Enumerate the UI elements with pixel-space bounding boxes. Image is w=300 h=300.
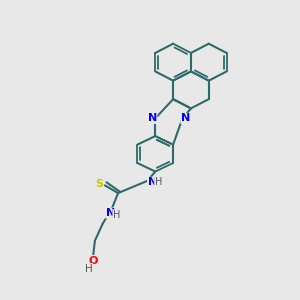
Text: H: H	[113, 210, 120, 220]
Text: N: N	[148, 113, 157, 123]
Text: H: H	[85, 263, 92, 274]
Text: S: S	[95, 179, 104, 189]
Text: N: N	[181, 113, 190, 123]
Text: H: H	[155, 177, 162, 187]
Text: O: O	[88, 256, 98, 266]
Text: N: N	[106, 208, 115, 218]
Text: N: N	[148, 177, 157, 187]
